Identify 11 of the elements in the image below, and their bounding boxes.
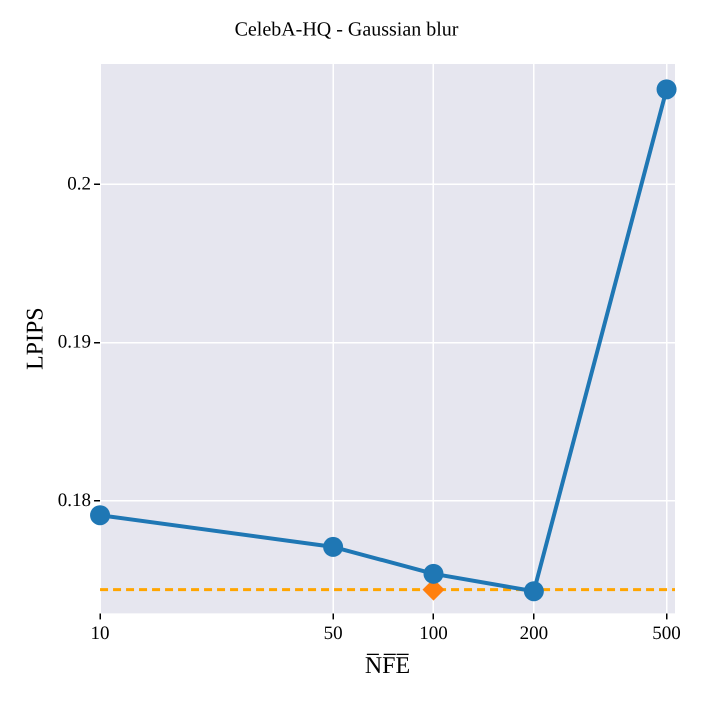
x-tick-label: 50 <box>324 622 343 644</box>
y-tick-label: 0.2 <box>67 173 92 194</box>
x-tick-label: 10 <box>90 622 110 644</box>
x-axis-title: N̅F̅E̅ <box>364 652 410 679</box>
y-tick-label: 0.18 <box>58 490 92 511</box>
x-tick-label: 100 <box>419 622 448 644</box>
y-axis-title: LPIPS <box>22 307 49 370</box>
x-tick-label: 500 <box>652 622 681 644</box>
chart-title: CelebA-HQ - Gaussian blur <box>234 18 459 40</box>
y-tick-label: 0.19 <box>58 332 92 353</box>
x-tick-label: 200 <box>520 622 548 644</box>
